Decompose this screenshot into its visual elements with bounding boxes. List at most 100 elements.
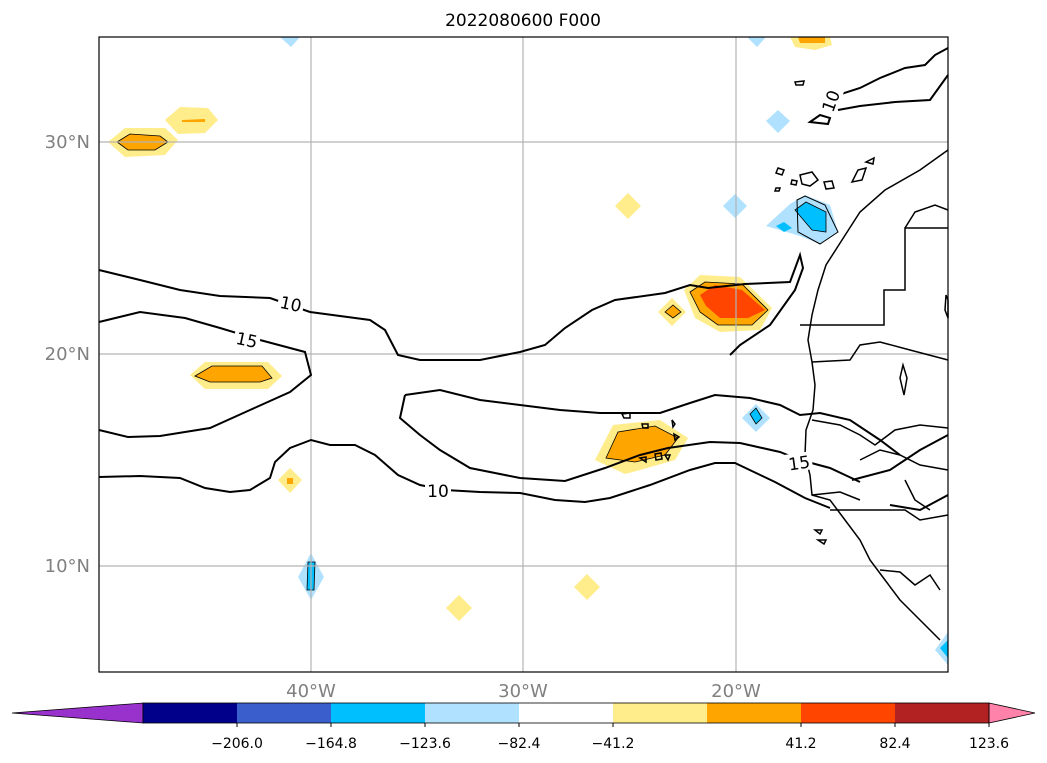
lon-label-30w: 30°W: [498, 681, 548, 702]
negative-anomaly: [280, 37, 300, 47]
colorbar-tick-label: 82.4: [879, 736, 910, 752]
contour-label-bg: [818, 85, 844, 117]
island: [775, 167, 785, 176]
island: [799, 171, 820, 187]
lat-label-10n: 10°N: [45, 556, 90, 577]
lon-label-20w: 20°W: [711, 681, 761, 702]
island: [773, 187, 782, 192]
island: [793, 80, 805, 86]
colorbar-segment: [707, 703, 802, 723]
island: [815, 539, 828, 546]
positive-anomaly: [798, 37, 825, 43]
positive-anomaly: [615, 193, 641, 219]
positive-anomaly: [182, 119, 205, 122]
colorbar-frame: [142, 702, 990, 724]
island: [663, 454, 672, 462]
colorbar-tick-label: 123.6: [969, 736, 1009, 752]
contour-label-bg: [425, 481, 451, 499]
positive-anomaly: [287, 478, 293, 484]
map-frame: [98, 36, 949, 673]
negative-anomaly: [776, 222, 792, 232]
contour-label: 15: [234, 329, 259, 353]
border: [811, 419, 949, 446]
negative-anomaly: [940, 640, 948, 658]
contour-line: [98, 310, 313, 439]
positive-anomaly: [446, 595, 472, 621]
colorbar-tick-label: −41.2: [592, 736, 635, 752]
border: [830, 509, 949, 521]
border: [879, 569, 941, 591]
lake: [899, 362, 908, 396]
island: [654, 452, 663, 461]
negative-anomaly: [795, 202, 826, 232]
colorbar-ticks: −206.0 −164.8 −123.6 −82.4 −41.2 41.2 82.4 123.…: [211, 723, 1009, 752]
negative-anomaly: [766, 195, 838, 244]
colorbar-tick-label: −206.0: [211, 736, 263, 752]
negative-anomaly: [766, 110, 790, 133]
island: [641, 423, 649, 429]
negative-anomaly: [723, 194, 747, 218]
island: [638, 456, 647, 464]
colorbar-extend-max: [988, 702, 1036, 724]
contour-label: 15: [787, 453, 811, 476]
positive-anomaly: [195, 366, 272, 382]
colorbar-tick-label: −123.6: [399, 736, 451, 752]
colorbar-segment: [425, 703, 520, 723]
border: [811, 341, 949, 363]
contour-line: [796, 195, 839, 245]
anomaly-outline: [794, 201, 827, 233]
gridlines: [99, 37, 948, 672]
lon-label-40w: 40°W: [286, 681, 336, 702]
anomaly-outline: [306, 561, 316, 591]
colorbar-segment: [143, 703, 238, 723]
colorbar-extend-min: [11, 702, 144, 724]
colorbar-segment: [237, 703, 332, 723]
colorbar-tick-label: −82.4: [498, 736, 541, 752]
negative-anomaly: [750, 408, 762, 424]
island: [823, 180, 835, 190]
border: [904, 204, 949, 229]
figure-title: 2022080600 F000: [445, 11, 601, 31]
contour-label: 10: [278, 293, 303, 317]
contour-line: [98, 438, 831, 509]
coastline-africa: [804, 149, 949, 641]
colorbar-segment: [331, 703, 426, 723]
colorbar-segment: [519, 703, 614, 723]
border: [811, 491, 861, 501]
contour-line: [837, 74, 949, 111]
contour-line: [889, 494, 949, 512]
anomaly-outline: [749, 407, 763, 425]
positive-anomaly: [700, 285, 765, 318]
anomaly-outline: [194, 365, 273, 383]
negative-anomaly: [747, 37, 766, 47]
contour-label-bg: [784, 451, 814, 473]
contour-label-bg: [276, 291, 306, 315]
colorbar-tick-label: −164.8: [305, 736, 357, 752]
colorbar: −206.0 −164.8 −123.6 −82.4 −41.2 41.2 82.4 123.…: [11, 702, 1036, 752]
lat-label-20n: 20°N: [45, 344, 90, 365]
island: [672, 432, 681, 442]
positive-anomaly: [574, 574, 600, 600]
coastlines: [620, 80, 949, 641]
contour-label-bg: [232, 327, 262, 351]
island: [863, 156, 875, 165]
contour-line: [807, 113, 832, 126]
island: [671, 419, 676, 430]
border: [800, 227, 948, 326]
colorbar-segments: [11, 702, 1036, 724]
colorbar-segment: [895, 703, 990, 723]
lat-label-30n: 30°N: [45, 132, 90, 153]
anomaly-outline: [689, 281, 769, 326]
contour-label: 10: [427, 482, 449, 502]
contour-line: [404, 388, 901, 456]
contour-line: [851, 434, 949, 481]
contour-label-group: 10 15 15 10 10: [232, 85, 845, 502]
colorbar-segment: [801, 703, 896, 723]
colorbar-segment: [613, 703, 708, 723]
axis-labels: 10°N 20°N 30°N 40°W 30°W 20°W: [45, 132, 761, 702]
island: [790, 179, 798, 186]
island: [850, 166, 868, 184]
colorbar-tick-label: 41.2: [785, 736, 816, 752]
map-panel: 10 15 15 10 10: [98, 36, 949, 673]
